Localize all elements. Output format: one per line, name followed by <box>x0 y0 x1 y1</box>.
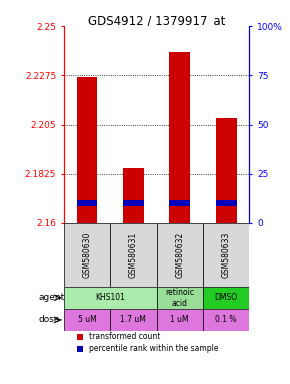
Bar <box>77 200 97 206</box>
Text: dose: dose <box>38 315 60 324</box>
Bar <box>216 200 237 206</box>
Bar <box>64 287 157 309</box>
Bar <box>203 223 249 287</box>
Bar <box>157 223 203 287</box>
Bar <box>203 309 249 331</box>
Text: GDS4912 / 1379917_at: GDS4912 / 1379917_at <box>88 14 225 27</box>
Bar <box>110 223 157 287</box>
Text: GSM580633: GSM580633 <box>222 232 231 278</box>
Text: GSM580631: GSM580631 <box>129 232 138 278</box>
Text: DMSO: DMSO <box>215 293 238 302</box>
Bar <box>110 309 157 331</box>
Text: retinoic
acid: retinoic acid <box>165 288 194 308</box>
Text: GSM580632: GSM580632 <box>175 232 184 278</box>
Bar <box>216 118 237 223</box>
Bar <box>169 200 190 206</box>
Bar <box>157 287 203 309</box>
Bar <box>123 200 144 206</box>
Legend: transformed count, percentile rank within the sample: transformed count, percentile rank withi… <box>77 333 219 353</box>
Text: KHS101: KHS101 <box>95 293 125 302</box>
Bar <box>64 309 110 331</box>
Bar <box>77 76 97 223</box>
Bar <box>64 223 110 287</box>
Text: 1.7 uM: 1.7 uM <box>120 315 146 324</box>
Text: GSM580630: GSM580630 <box>82 232 92 278</box>
Bar <box>203 287 249 309</box>
Text: 5 uM: 5 uM <box>78 315 96 324</box>
Bar <box>123 168 144 223</box>
Bar <box>169 53 190 223</box>
Text: agent: agent <box>38 293 65 302</box>
Bar <box>157 309 203 331</box>
Text: 1 uM: 1 uM <box>171 315 189 324</box>
Text: 0.1 %: 0.1 % <box>215 315 237 324</box>
